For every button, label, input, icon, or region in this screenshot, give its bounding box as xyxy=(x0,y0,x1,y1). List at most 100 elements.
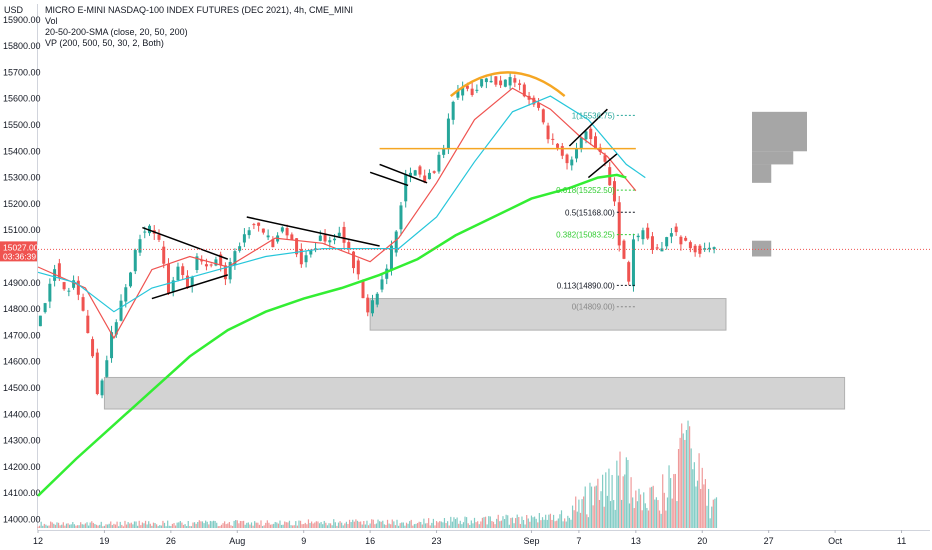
candle-body xyxy=(181,266,185,276)
volume-bar xyxy=(367,525,370,528)
candle-body xyxy=(371,300,374,314)
fib-level-label: 0.618(15252.50) xyxy=(556,186,615,195)
volume-bar xyxy=(576,511,578,528)
candle-body xyxy=(204,264,208,267)
volume-bar xyxy=(263,525,265,528)
volume-bar xyxy=(176,522,178,528)
candle-body xyxy=(266,235,270,238)
volume-bar xyxy=(329,523,332,528)
volume-bar xyxy=(50,521,52,528)
volume-bar xyxy=(312,523,314,528)
volume-bar xyxy=(628,503,631,528)
volume-bar xyxy=(450,516,452,528)
volume-bar xyxy=(156,524,158,528)
candle-body xyxy=(375,293,379,305)
volume-bar xyxy=(423,518,425,528)
volume-bar xyxy=(67,523,69,528)
volume-bar xyxy=(497,514,499,528)
volume-bar xyxy=(461,524,463,528)
volume-bar xyxy=(141,522,143,528)
volume-bar xyxy=(543,519,545,528)
volume-bar xyxy=(73,524,75,528)
volume-bar xyxy=(61,524,63,528)
sma-indicator-label[interactable]: 20-50-200-SMA (close, 20, 50, 200) xyxy=(45,27,188,37)
volume-bar xyxy=(386,519,389,528)
volume-bar xyxy=(209,520,211,528)
current-price-tag[interactable] xyxy=(0,241,37,262)
candle-body xyxy=(612,181,616,202)
candle-body xyxy=(570,159,574,166)
volume-bar xyxy=(458,523,460,528)
candle-body xyxy=(361,281,365,299)
volume-bar xyxy=(571,505,574,528)
volume-bar xyxy=(133,521,136,528)
x-tick-label: 23 xyxy=(432,536,442,546)
volume-bar xyxy=(503,519,506,528)
volume-bar xyxy=(605,472,607,528)
trendline xyxy=(369,171,409,187)
volume-bar xyxy=(69,524,71,528)
volume-bar xyxy=(325,522,327,528)
trendline xyxy=(142,226,229,260)
volume-bar xyxy=(326,525,329,528)
candle-body xyxy=(532,97,536,105)
volume-indicator-label[interactable]: Vol xyxy=(45,16,58,26)
volume-bar xyxy=(402,522,404,528)
volume-bar xyxy=(174,525,177,528)
volume-bar xyxy=(309,523,311,528)
volume-bar xyxy=(541,517,544,528)
volume-bar xyxy=(652,485,654,528)
candle-body xyxy=(114,322,118,335)
volume-bar xyxy=(261,526,264,528)
volume-bar xyxy=(701,467,703,528)
candle-body xyxy=(124,287,128,302)
volume-profile-label[interactable]: VP (200, 500, 50, 30, 2, Both) xyxy=(45,38,164,48)
volume-bar xyxy=(110,521,112,528)
candle-body xyxy=(418,166,422,175)
fib-level-label: 0.382(15083.25) xyxy=(556,231,615,240)
volume-bar xyxy=(597,478,599,528)
volume-bar xyxy=(635,490,637,528)
volume-bar xyxy=(685,429,688,528)
volume-bar xyxy=(538,512,540,528)
volume-bar xyxy=(564,518,566,528)
candle-body xyxy=(110,332,114,359)
volume-bar xyxy=(549,513,552,528)
volume-bar xyxy=(70,524,72,528)
candle-countdown: 03:36:39 xyxy=(3,251,36,261)
volume-bar xyxy=(113,523,115,528)
volume-bar xyxy=(440,521,442,528)
volume-bar xyxy=(473,517,476,528)
candle-body xyxy=(95,352,99,394)
candle-body xyxy=(290,234,294,240)
volume-bar xyxy=(137,525,139,528)
volume-bar xyxy=(206,521,208,528)
volume-bar xyxy=(657,500,659,528)
volume-bar xyxy=(624,474,626,528)
volume-bar xyxy=(606,495,608,528)
volume-bar xyxy=(130,522,132,528)
volume-bar xyxy=(660,513,662,528)
volume-bar xyxy=(336,525,338,528)
sma-50-line xyxy=(37,95,646,313)
volume-bar xyxy=(581,499,583,528)
volume-bar xyxy=(152,522,155,528)
candle-body xyxy=(489,80,493,83)
volume-bar xyxy=(662,474,664,528)
volume-bar xyxy=(421,524,423,528)
volume-bar xyxy=(238,523,240,528)
volume-bar xyxy=(299,520,302,528)
volume-bar xyxy=(103,525,106,528)
volume-bar xyxy=(643,492,645,528)
volume-bar xyxy=(674,473,676,528)
candle-body xyxy=(352,251,356,269)
volume-bar xyxy=(203,523,205,528)
volume-bar xyxy=(106,524,109,528)
symbol-title[interactable]: MICRO E-MINI NASDAQ-100 INDEX FUTURES (D… xyxy=(45,5,354,15)
candle-body xyxy=(238,246,242,251)
volume-bar xyxy=(415,523,417,528)
y-tick-label: 15800.00 xyxy=(3,41,41,51)
volume-bar xyxy=(518,517,520,528)
volume-bar xyxy=(64,525,66,528)
